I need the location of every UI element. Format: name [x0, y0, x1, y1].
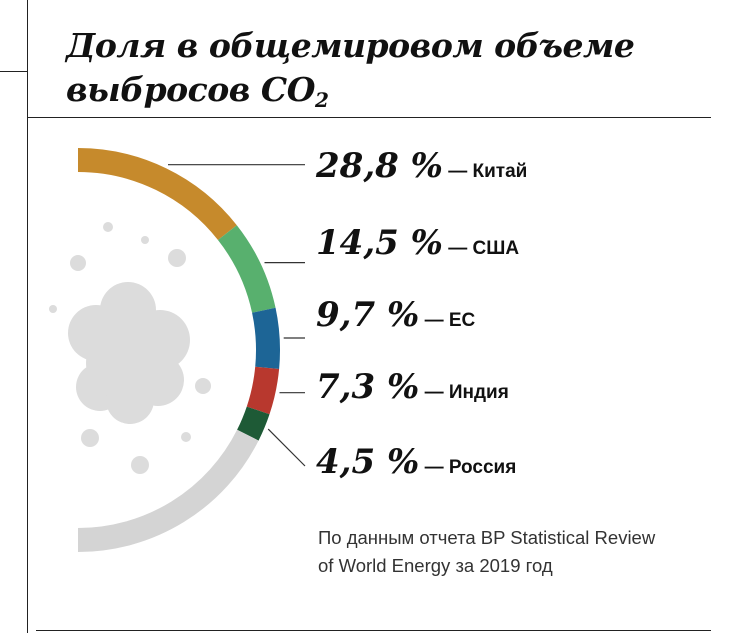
- slice-label-4: 4,5 % — Россия: [316, 442, 516, 482]
- arc-slice-3: [246, 366, 280, 415]
- leader-line-4: [267, 428, 306, 467]
- title-line-1: Доля в общемировом объеме: [66, 26, 635, 65]
- slice-country-1: — США: [443, 238, 519, 259]
- slice-value-2: 9,7 %: [316, 295, 419, 335]
- slice-value-4: 4,5 %: [316, 442, 419, 482]
- slice-country-0: — Китай: [443, 161, 527, 182]
- slice-country-2: — ЕС: [419, 310, 475, 331]
- slice-value-3: 7,3 %: [316, 367, 419, 407]
- slice-label-3: 7,3 % — Индия: [316, 367, 509, 407]
- frame-left-line: [27, 0, 28, 633]
- slice-label-0: 28,8 % — Китай: [315, 146, 527, 186]
- source-line-2: of World Energy за 2019 год: [318, 555, 553, 576]
- arc-slice-2: [252, 307, 280, 370]
- slice-value-1: 14,5 %: [316, 223, 443, 263]
- slice-country-4: — Россия: [419, 457, 516, 478]
- slice-labels: 28,8 % — Китай 14,5 % — США 9,7 % — ЕС 7,3 …: [315, 146, 527, 482]
- chart-title: Доля в общемировом объеме выбросов CO2: [66, 24, 635, 112]
- title-line-2: выбросов CO: [66, 70, 315, 109]
- slice-country-3: — Индия: [419, 382, 509, 403]
- frame-left-tick: [0, 71, 27, 72]
- slice-label-1: 14,5 % — США: [316, 223, 519, 263]
- arc-slice-4: [237, 406, 270, 441]
- arc-slice-1: [217, 225, 276, 314]
- slice-label-2: 9,7 % — ЕС: [316, 295, 476, 335]
- title-subscript: 2: [314, 88, 329, 112]
- source-line-1: По данным отчета BP Statistical Review: [318, 527, 656, 548]
- header-divider: [28, 117, 711, 118]
- source-note: По данным отчета BP Statistical Review o…: [318, 524, 728, 580]
- smoke-cloud-icon: [49, 222, 211, 474]
- footer-divider: [36, 630, 711, 631]
- arc-segments: [77, 148, 280, 552]
- leader-lines: [168, 164, 306, 467]
- arc-slice-0: [77, 148, 237, 241]
- arc-remainder: [77, 429, 259, 552]
- slice-value-0: 28,8 %: [315, 146, 443, 186]
